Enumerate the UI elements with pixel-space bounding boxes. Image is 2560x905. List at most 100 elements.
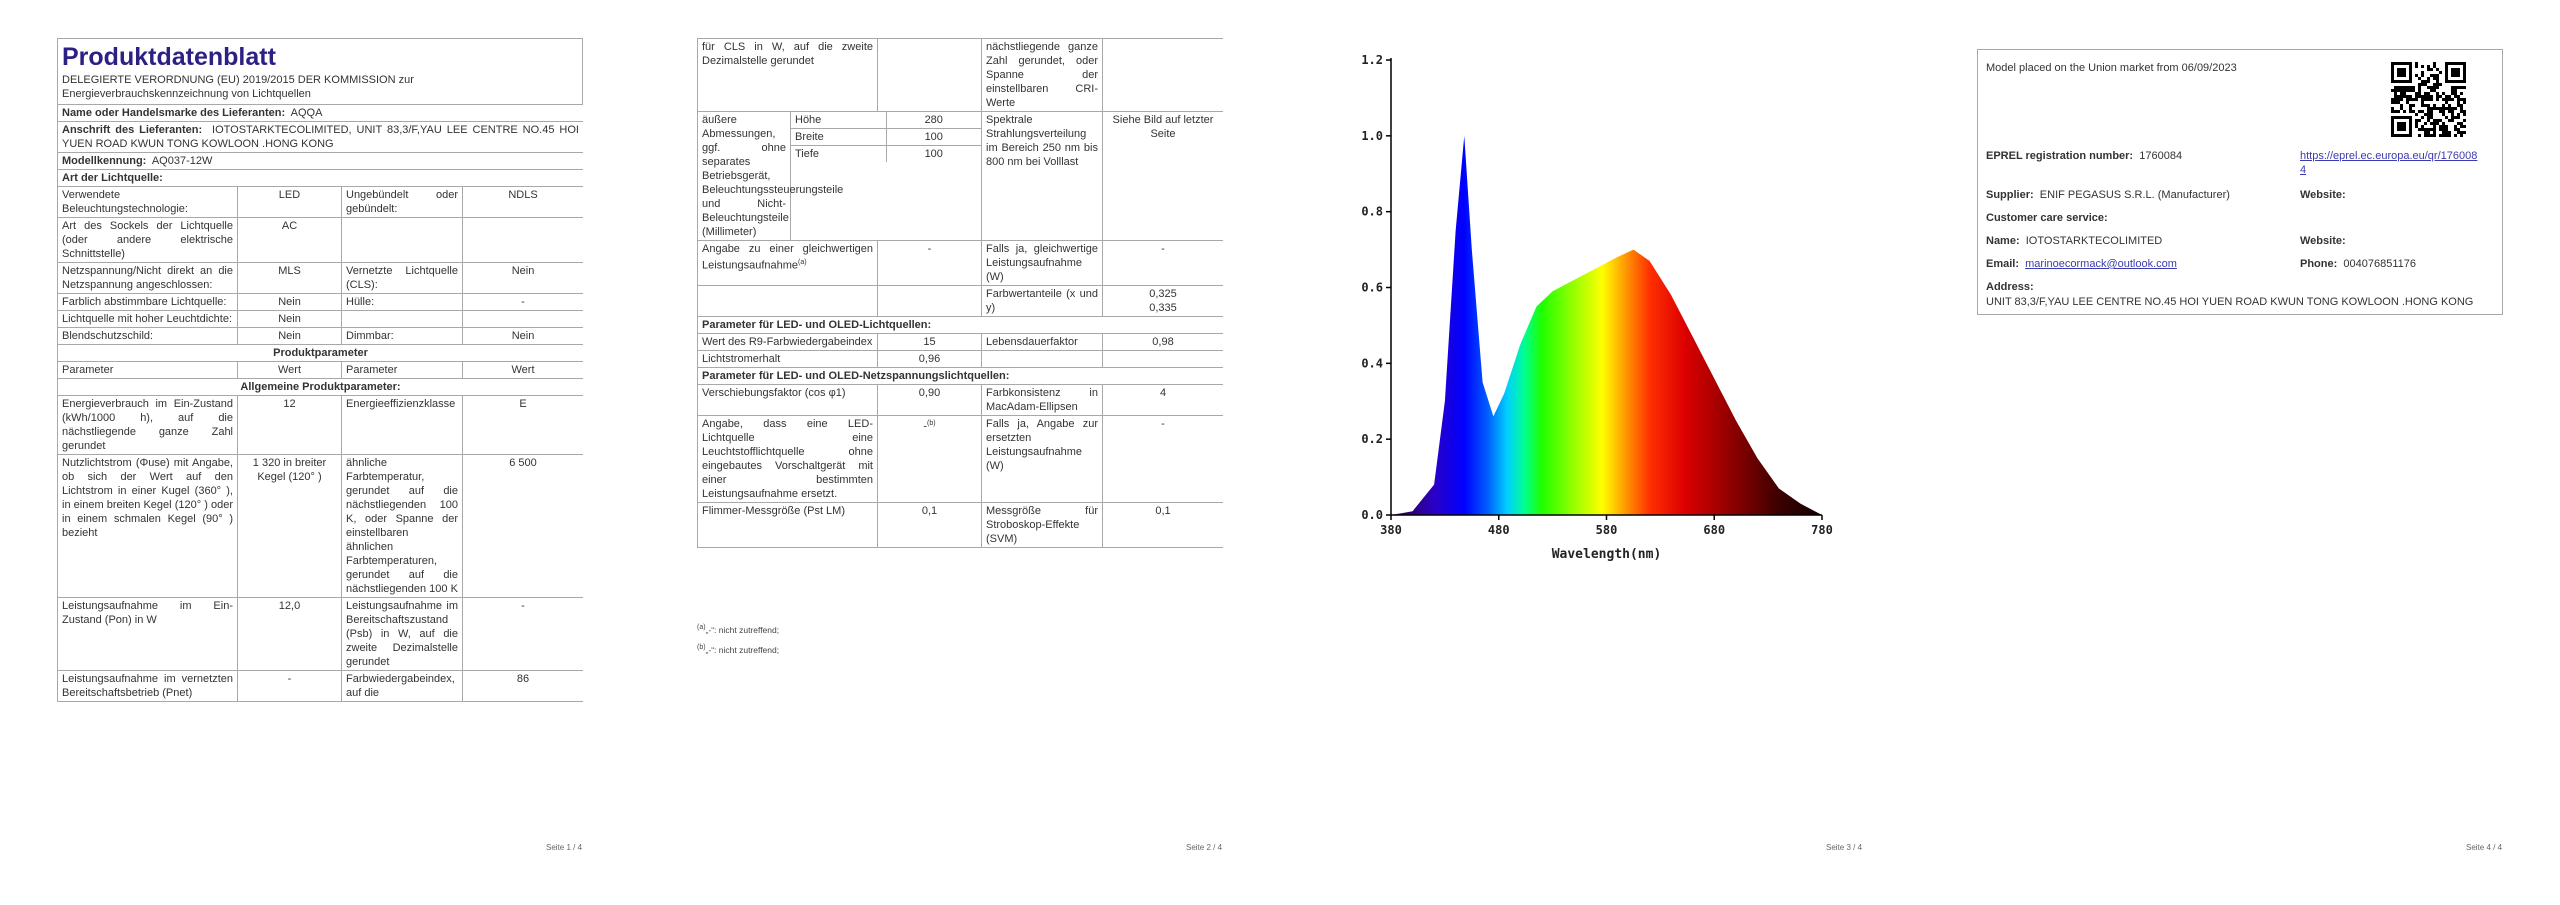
cell: Messgröße für Stroboskop-Effekte (SVM) <box>981 502 1103 548</box>
eprel-number: 1760084 <box>2139 150 2183 162</box>
cell: - <box>461 293 583 311</box>
cell-text: Verwendete Beleuchtungstechnologie: <box>62 189 188 215</box>
cell: - <box>461 597 583 671</box>
cell: Angabe, dass eine LED-Lichtquelle eine L… <box>697 415 878 503</box>
cell: 0,98 <box>1102 333 1223 351</box>
table-row: Art der Lichtquelle: <box>57 169 583 187</box>
eprel-link[interactable]: https://eprel.ec.europa.eu/qr/1760084 <box>2300 150 2478 176</box>
page-number: Seite 1 / 4 <box>546 843 583 852</box>
cell: - <box>237 670 342 702</box>
cell: Vernetzte Lichtquelle (CLS): <box>341 262 463 294</box>
cell-text: Vernetzte Lichtquelle (CLS): <box>346 265 458 291</box>
supplier: ENIF PEGASUS S.R.L. (Manufacturer) <box>2039 189 2230 201</box>
cell-text: Lichtquelle mit hoher Leuchtdichte: <box>62 313 232 325</box>
cell: Name oder Handelsmarke des Lieferanten: … <box>57 104 583 122</box>
field-value: IOTOSTARKTECOLIMITED, UNIT 83,3/F,YAU LE… <box>62 124 579 150</box>
cell: - <box>877 240 982 286</box>
cell: nächstliegende ganze Zahl gerundet, oder… <box>981 38 1103 112</box>
cell-text: Farbwiedergabeindex, auf die <box>346 673 455 699</box>
cell-text: 0,1 <box>921 505 938 517</box>
section-heading: Art der Lichtquelle: <box>57 169 583 187</box>
table-row: Leistungsaufnahme im Ein-Zustand (Pon) i… <box>57 597 583 671</box>
cell: Ungebündelt oder gebündelt: <box>341 186 463 218</box>
email-link[interactable]: marinoecormack@outlook.com <box>2025 258 2177 270</box>
cell <box>461 217 583 263</box>
x-tick-label: 680 <box>1703 523 1725 537</box>
y-tick-label: 0.2 <box>1361 432 1383 446</box>
cell-text: Nein <box>511 330 535 342</box>
heading-text: Allgemeine Produktparameter: <box>240 381 401 393</box>
cell-text: 0,98 <box>1152 336 1174 348</box>
title: Produktdatenblatt <box>62 43 276 71</box>
cell: Energieverbrauch im Ein-Zustand (kWh/100… <box>57 395 238 455</box>
section-heading: Parameter für LED- und OLED-Netzspannung… <box>697 367 1223 385</box>
cell-text: 12 <box>283 398 296 410</box>
cell-text: Farbkonsistenz in MacAdam-Ellipsen <box>986 387 1098 413</box>
heading-text: Parameter für LED- und OLED-Lichtquellen… <box>702 319 932 331</box>
table-row: Modellkennung: AQ037-12W <box>57 152 583 170</box>
cell: Leistungsaufnahme im Ein-Zustand (Pon) i… <box>57 597 238 671</box>
cell: 0,1 <box>877 502 982 548</box>
cell-text: Farblich abstimmbare Lichtquelle: <box>62 296 227 308</box>
footnote-text: „-“: nicht zutreffend; <box>705 644 780 655</box>
heading-text: Art der Lichtquelle: <box>62 172 163 184</box>
cell-text: Energieeffizienzklasse <box>346 398 456 410</box>
cell <box>341 310 463 328</box>
cell: AC <box>237 217 342 263</box>
cell <box>877 285 982 317</box>
phone-row: Phone: 004076851176 <box>2300 257 2416 271</box>
page-1: Produktdatenblatt DELEGIERTE VERORDNUNG … <box>57 38 583 836</box>
cell-text: Spektrale Strahlungsverteilung im Bereic… <box>986 114 1098 168</box>
footnote: (a)„-“: nicht zutreffend; <box>697 624 779 635</box>
cell: Wert <box>237 361 342 379</box>
cell: 0,325 0,335 <box>1102 285 1223 317</box>
cell-text: Blendschutzschild: <box>62 330 154 342</box>
cell: Lichtquelle mit hoher Leuchtdichte: <box>57 310 238 328</box>
cell: Anschrift des Lieferanten: IOTOSTARKTECO… <box>57 121 583 153</box>
page-number: Seite 2 / 4 <box>1186 843 1223 852</box>
y-tick-label: 1.2 <box>1361 53 1383 67</box>
dimensions: Höhe 280 Breite 100 Tiefe 100 <box>791 112 981 162</box>
cell-text: Nein <box>278 296 301 308</box>
cell <box>1102 350 1223 368</box>
dimensions-body: Höhe 280 Breite 100 Tiefe 100 <box>791 112 981 162</box>
spectrum-area <box>1391 135 1822 515</box>
table-row: Produktparameter <box>57 344 583 362</box>
table-row: Lichtstromerhalt 0,96 <box>697 350 1223 368</box>
table-row: Parameter für LED- und OLED-Netzspannung… <box>697 367 1223 385</box>
table-row: Angabe, dass eine LED-Lichtquelle eine L… <box>697 415 1223 503</box>
cell: 0,96 <box>877 350 982 368</box>
cell: 1 320 in breiter Kegel (120° ) <box>237 454 342 598</box>
cell-text: Parameter <box>62 364 114 376</box>
cell: Nein <box>237 293 342 311</box>
footnote: (b)„-“: nicht zutreffend; <box>697 644 779 655</box>
table-row: Nutzlichtstrom (Φuse) mit Angabe, ob sic… <box>57 454 583 598</box>
cell-text: 0,1 <box>1155 505 1171 517</box>
cell-text: Hülle: <box>346 296 375 308</box>
cell-text: 0,90 <box>918 387 941 399</box>
cell-text: - <box>521 296 525 308</box>
y-tick-label: 1.0 <box>1361 129 1383 143</box>
y-tick-label: 0.4 <box>1361 356 1383 370</box>
title-block: Produktdatenblatt DELEGIERTE VERORDNUNG … <box>57 38 583 104</box>
cell: 15 <box>877 333 982 351</box>
table-row: Parameter Wert Parameter Wert <box>57 361 583 379</box>
cell: Farbwiedergabeindex, auf die <box>341 670 463 702</box>
cell: NDLS <box>461 186 583 218</box>
cell-text: für CLS in W, auf die zweite Dezimalstel… <box>702 41 873 67</box>
cell <box>461 310 583 328</box>
cell: Spektrale Strahlungsverteilung im Bereic… <box>981 111 1103 241</box>
table-row: äußere Abmessungen, ggf. ohne separates … <box>697 111 1223 241</box>
cell-text: Art des Sockels der Lichtquelle (oder an… <box>62 220 233 260</box>
field-label: Anschrift des Lieferanten: <box>62 124 203 136</box>
page-2: für CLS in W, auf die zweite Dezimalstel… <box>697 38 1223 658</box>
cell: Modellkennung: AQ037-12W <box>57 152 583 170</box>
y-tick-label: 0.6 <box>1361 281 1383 295</box>
table-row: Leistungsaufnahme im vernetzten Bereitsc… <box>57 670 583 702</box>
label: Email: <box>1986 258 2020 270</box>
cell-text: Siehe Bild auf letzter Seite <box>1112 114 1214 140</box>
x-tick-label: 580 <box>1596 523 1618 537</box>
cell: Lichtstromerhalt <box>697 350 878 368</box>
cell: Farbwertanteile (x und y) <box>981 285 1103 317</box>
